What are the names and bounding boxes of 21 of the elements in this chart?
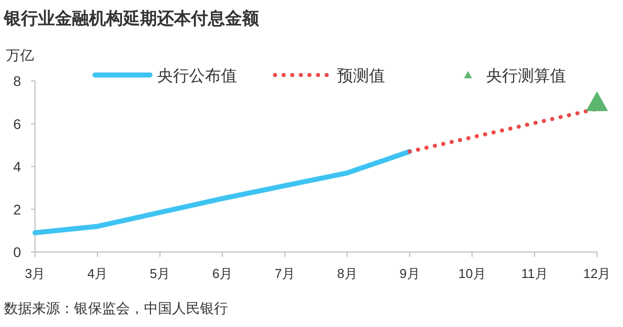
y-axis-title: 万亿 xyxy=(6,47,34,63)
x-tick-label: 5月 xyxy=(150,266,170,281)
x-tick-label: 3月 xyxy=(24,266,46,281)
y-tick-label: 4 xyxy=(13,158,22,174)
y-tick-label: 0 xyxy=(13,244,22,260)
x-tick-label: 4月 xyxy=(87,266,108,281)
y-tick-label: 6 xyxy=(13,116,22,132)
x-tick-label: 6月 xyxy=(212,266,232,281)
x-tick-label: 10月 xyxy=(458,266,486,281)
x-tick-label: 12月 xyxy=(583,266,611,281)
x-tick-label: 11月 xyxy=(521,266,548,281)
x-tick-label: 7月 xyxy=(274,266,295,281)
x-tick-label: 9月 xyxy=(400,266,420,281)
y-tick-label: 2 xyxy=(13,201,22,218)
legend-label: 预测值 xyxy=(337,68,385,85)
source-note: 数据来源：银保监会，中国人民银行 xyxy=(4,300,228,316)
y-tick-label: 8 xyxy=(13,73,22,89)
legend-label: 央行公布值 xyxy=(157,67,237,85)
chart-title: 银行业金融机构延期还本付息金额 xyxy=(3,9,260,28)
x-tick-label: 8月 xyxy=(337,266,358,281)
legend-label: 央行测算值 xyxy=(486,67,566,85)
